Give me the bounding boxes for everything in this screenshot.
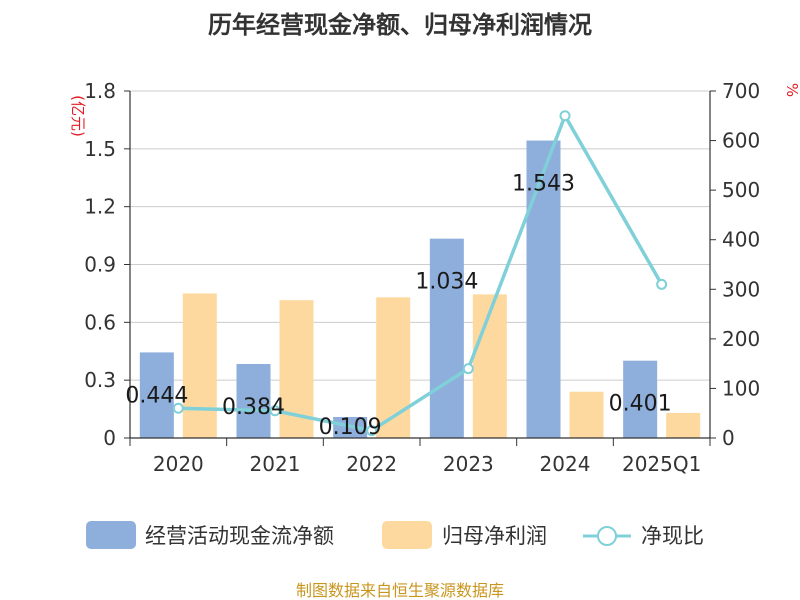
bar-profit-2020: [182, 293, 217, 438]
bar-cashflow-2024: [526, 140, 561, 438]
ratio-point-2021: [269, 405, 281, 417]
data-label-cashflow-2023: 1.034: [415, 270, 478, 295]
bar-cashflow-2021: [236, 363, 271, 438]
source-note: 制图数据来自恒生聚源数据库: [296, 581, 504, 600]
x-tick-label: 2023: [443, 452, 494, 476]
right-tick-label: 600: [722, 129, 760, 153]
right-tick-label: 700: [722, 79, 760, 103]
x-tick-label: 2020: [153, 452, 204, 476]
right-tick-label: 0: [722, 426, 735, 450]
left-axis-unit: (亿元): [69, 95, 87, 137]
right-tick-label: 200: [722, 327, 760, 351]
right-tick-label: 300: [722, 277, 760, 301]
x-tick-label: 2021: [250, 452, 301, 476]
legend: 经营活动现金流净额 归母净利润 净现比: [86, 521, 704, 549]
ratio-point-2022: [366, 425, 378, 437]
ratio-point-2020: [172, 402, 184, 414]
left-tick-label: 0: [103, 426, 116, 450]
ratio-line: [172, 110, 668, 437]
x-tick-label: 2024: [540, 452, 591, 476]
x-tick-label: 2022: [346, 452, 397, 476]
ratio-line-path: [178, 114, 664, 433]
data-labels: 0.444 0.384 0.109 1.034 1.543 0.401: [125, 172, 671, 440]
left-tick-label: 0.6: [84, 310, 116, 334]
legend-swatch-ratio-marker: [597, 526, 617, 546]
bar-cashflow-2020: [139, 352, 174, 438]
ratio-point-2025Q1: [656, 278, 668, 290]
axes: 0 0.3 0.6 0.9 1.2 1.5 1.8 0 100 200 300 400 500 600 70…: [84, 79, 760, 476]
data-label-cashflow-2022: 0.109: [319, 415, 382, 440]
ratio-point-2023: [462, 363, 474, 375]
right-axis-unit: %: [783, 83, 800, 97]
legend-swatch-cashflow: [86, 521, 136, 549]
bar-profit-2024: [569, 391, 604, 438]
legend-label-profit: 归母净利润: [442, 524, 547, 548]
bar-cashflow-2023: [429, 238, 464, 438]
left-tick-label: 1.5: [84, 137, 116, 161]
chart-title: 历年经营现金净额、归母净利润情况: [208, 11, 592, 39]
data-label-cashflow-2024: 1.543: [512, 172, 575, 197]
legend-swatch-profit: [382, 521, 432, 549]
x-tick-label: 2025Q1: [622, 452, 701, 476]
right-tick-label: 100: [722, 376, 760, 400]
data-label-cashflow-2025Q1: 0.401: [609, 392, 672, 417]
grid-lines: [130, 90, 710, 381]
data-label-cashflow-2021: 0.384: [222, 395, 285, 420]
legend-label-ratio: 净现比: [641, 524, 704, 548]
bar-profit-2025Q1: [666, 412, 701, 438]
bar-cashflow-2025Q1: [623, 360, 658, 438]
legend-label-cashflow: 经营活动现金流净额: [145, 524, 334, 548]
ratio-point-2024: [559, 110, 571, 122]
left-tick-label: 1.2: [84, 195, 116, 219]
left-tick-label: 1.8: [84, 79, 116, 103]
left-tick-label: 0.9: [84, 253, 116, 277]
bars: [139, 140, 701, 438]
right-tick-label: 500: [722, 178, 760, 202]
data-label-cashflow-2020: 0.444: [125, 383, 188, 408]
bar-profit-2022: [376, 297, 411, 438]
left-tick-label: 0.3: [84, 368, 116, 392]
bar-profit-2023: [472, 294, 507, 438]
right-tick-label: 400: [722, 228, 760, 252]
